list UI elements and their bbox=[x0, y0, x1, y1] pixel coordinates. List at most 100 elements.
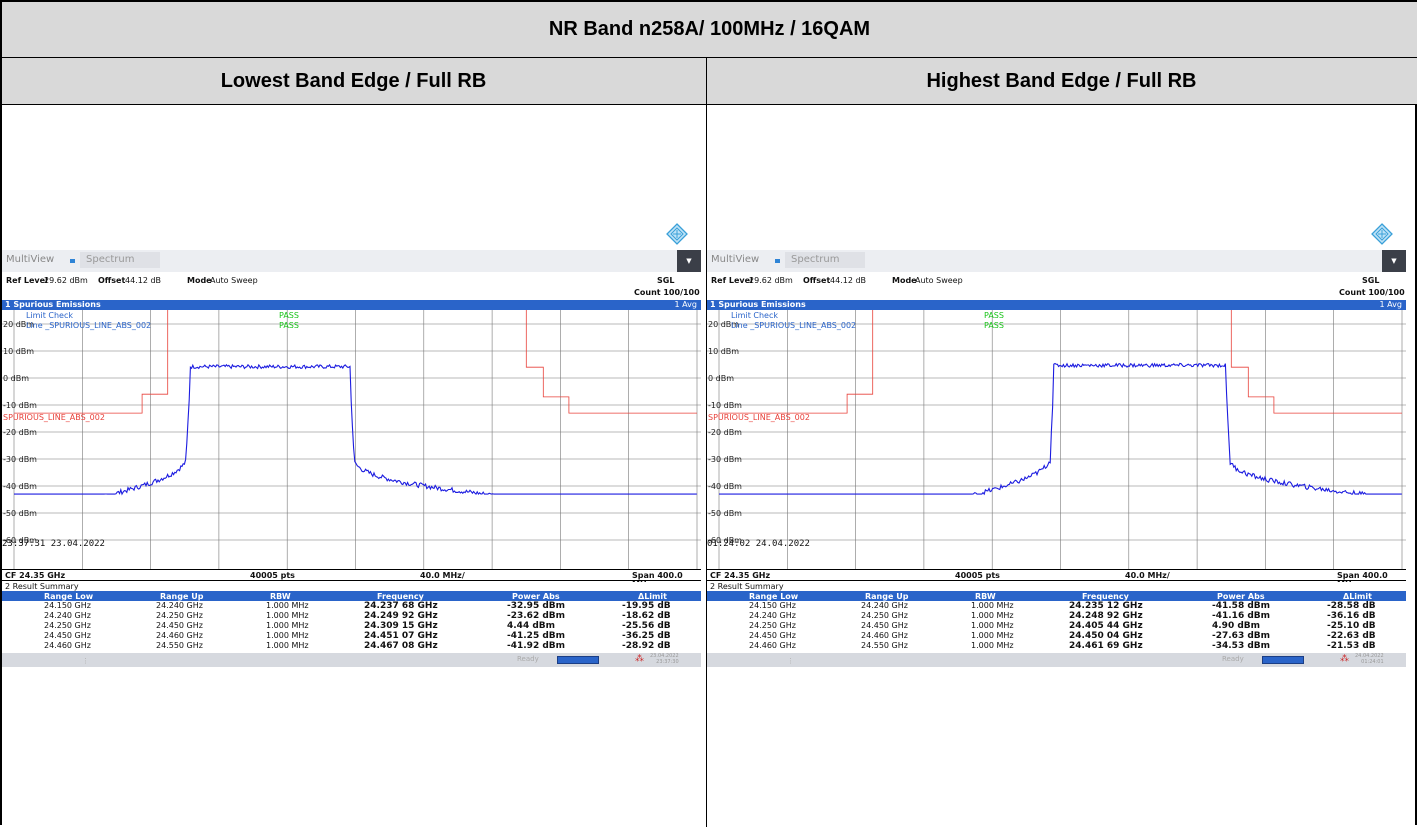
spectrum-trace bbox=[719, 362, 1402, 496]
multiview-label[interactable]: MultiView bbox=[6, 254, 55, 265]
pass-label: PASS bbox=[984, 321, 1004, 330]
status-time: 23:37:30 bbox=[656, 659, 679, 665]
table-row: 24.450 GHz 24.460 GHz 1.000 MHz 24.451 07 G… bbox=[2, 631, 701, 641]
limit-check-label: Limit Check bbox=[26, 311, 73, 320]
cell-frequency: 24.309 15 GHz bbox=[364, 621, 438, 631]
cell-range-up: 24.450 GHz bbox=[156, 621, 203, 630]
col-range-low: Range Low bbox=[44, 592, 94, 601]
y-tick-label: -30 dBm bbox=[3, 455, 37, 464]
y-tick-label: 0 dBm bbox=[3, 374, 29, 383]
multiview-indicator-icon bbox=[775, 259, 780, 263]
chevron-down-icon[interactable]: ▼ bbox=[1382, 250, 1406, 272]
sweep-count: Count 100/100 bbox=[1339, 288, 1405, 297]
ref-level-label: Ref Level bbox=[6, 276, 48, 285]
pass-label: PASS bbox=[984, 311, 1004, 320]
offset-label: Offset bbox=[98, 276, 126, 285]
cell-power-abs: -41.58 dBm bbox=[1212, 601, 1271, 611]
cell-rbw: 1.000 MHz bbox=[971, 611, 1014, 620]
limit-line-label: Line _SPURIOUS_LINE_ABS_002 bbox=[731, 321, 856, 330]
window-title: 1 Spurious Emissions bbox=[710, 300, 806, 309]
status-date: 24.04.2022 bbox=[1355, 653, 1384, 659]
cell-range-low: 24.250 GHz bbox=[749, 621, 796, 630]
plot-footer: CF 24.35 GHz 40005 pts 40.0 MHz/ Span 40… bbox=[707, 569, 1406, 589]
cell-rbw: 1.000 MHz bbox=[266, 611, 309, 620]
col-power-abs: Power Abs bbox=[1217, 592, 1265, 601]
cell-delta-limit: -28.92 dB bbox=[622, 641, 671, 651]
offset-label: Offset bbox=[803, 276, 831, 285]
col-range-up: Range Up bbox=[160, 592, 204, 601]
pass-label: PASS bbox=[279, 311, 299, 320]
cell-rbw: 1.000 MHz bbox=[971, 631, 1014, 640]
offset-value: 44.12 dB bbox=[125, 276, 162, 285]
cell-range-up: 24.460 GHz bbox=[861, 631, 908, 640]
pass-label: PASS bbox=[279, 321, 299, 330]
panel-lowest: MultiView Spectrum ▼ Ref Level 29.62 dBm… bbox=[2, 103, 701, 825]
settings-bar: Ref Level 29.62 dBm Offset 44.12 dB Mode… bbox=[2, 272, 701, 300]
cell-frequency: 24.405 44 GHz bbox=[1069, 621, 1143, 631]
cell-power-abs: -41.16 dBm bbox=[1212, 611, 1271, 621]
cell-frequency: 24.451 07 GHz bbox=[364, 631, 438, 641]
progress-bar bbox=[1262, 656, 1304, 664]
mode-label: Mode bbox=[892, 276, 917, 285]
y-tick-label: -40 dBm bbox=[3, 482, 37, 491]
rohde-schwarz-logo-icon bbox=[1371, 223, 1393, 245]
cell-range-low: 24.460 GHz bbox=[749, 641, 796, 650]
cell-delta-limit: -25.10 dB bbox=[1327, 621, 1376, 631]
center-frequency: CF 24.35 GHz bbox=[710, 571, 771, 580]
multiview-label[interactable]: MultiView bbox=[711, 254, 760, 265]
capture-timestamp: 01:24:02 24.04.2022 bbox=[707, 539, 810, 549]
result-summary-label: 2 Result Summary bbox=[710, 582, 784, 591]
col-frequency: Frequency bbox=[377, 592, 424, 601]
col-frequency: Frequency bbox=[1082, 592, 1129, 601]
y-tick-label: 0 dBm bbox=[708, 374, 734, 383]
table-row: 24.460 GHz 24.550 GHz 1.000 MHz 24.467 08 G… bbox=[2, 641, 701, 651]
freq-per-div: 40.0 MHz/ bbox=[1125, 571, 1170, 580]
cell-power-abs: -27.63 dBm bbox=[1212, 631, 1271, 641]
spectrum-tab[interactable]: Spectrum bbox=[785, 252, 865, 268]
sweep-count: Count 100/100 bbox=[634, 288, 700, 297]
y-tick-label: 10 dBm bbox=[3, 347, 34, 356]
y-tick-label: -50 dBm bbox=[3, 509, 37, 518]
cell-delta-limit: -36.25 dB bbox=[622, 631, 671, 641]
spectrum-tab[interactable]: Spectrum bbox=[80, 252, 160, 268]
cell-power-abs: 4.44 dBm bbox=[507, 621, 556, 631]
spectrum-plot: 20 dBm 10 dBm 0 dBm -10 dBm -20 dBm -30 dBm -4… bbox=[2, 310, 701, 569]
chevron-down-icon[interactable]: ▼ bbox=[677, 250, 701, 272]
cell-range-low: 24.240 GHz bbox=[44, 611, 91, 620]
progress-bar bbox=[557, 656, 599, 664]
cell-range-up: 24.250 GHz bbox=[156, 611, 203, 620]
freq-per-div: 40.0 MHz/ bbox=[420, 571, 465, 580]
cell-power-abs: -32.95 dBm bbox=[507, 601, 566, 611]
table-row: 24.250 GHz 24.450 GHz 1.000 MHz 24.405 44 G… bbox=[707, 621, 1406, 631]
center-frequency: CF 24.35 GHz bbox=[5, 571, 66, 580]
table-row: 24.240 GHz 24.250 GHz 1.000 MHz 24.248 92 G… bbox=[707, 611, 1406, 621]
cell-frequency: 24.467 08 GHz bbox=[364, 641, 438, 651]
heading-highest: Highest Band Edge / Full RB bbox=[926, 69, 1197, 92]
y-tick-label: -10 dBm bbox=[3, 401, 37, 410]
status-bar: ⋮ Ready ⁂ 23.04.2022 23:37:30 bbox=[2, 653, 701, 667]
status-dots: ⋮ bbox=[82, 657, 89, 665]
result-summary-label: 2 Result Summary bbox=[5, 582, 79, 591]
y-tick-label: -20 dBm bbox=[3, 428, 37, 437]
cell-delta-limit: -19.95 dB bbox=[622, 601, 671, 611]
col-rbw: RBW bbox=[975, 592, 996, 601]
analyzer-screenshot: MultiView Spectrum ▼ Ref Level 29.62 dBm… bbox=[2, 250, 701, 691]
col-range-up: Range Up bbox=[865, 592, 909, 601]
analyzer-titlebar: MultiView Spectrum ▼ bbox=[707, 250, 1406, 272]
cell-range-up: 24.550 GHz bbox=[861, 641, 908, 650]
status-timestamp: 23.04.2022 23:37:30 bbox=[650, 653, 679, 665]
plot-footer: CF 24.35 GHz 40005 pts 40.0 MHz/ Span 40… bbox=[2, 569, 701, 589]
spectrum-trace bbox=[14, 363, 697, 496]
mode-value: Auto Sweep bbox=[210, 276, 258, 285]
col-delta-limit: ΔLimit bbox=[1343, 592, 1372, 601]
limit-line bbox=[719, 310, 1402, 414]
result-summary-header: Range Low Range Up RBW Frequency Power A… bbox=[2, 592, 701, 601]
settings-bar: Ref Level 29.62 dBm Offset 44.12 dB Mode… bbox=[707, 272, 1406, 300]
y-tick-label: -50 dBm bbox=[708, 509, 742, 518]
sgl-label: SGL bbox=[1362, 276, 1380, 285]
warning-icon: ⁂ bbox=[635, 654, 644, 664]
cell-range-low: 24.450 GHz bbox=[749, 631, 796, 640]
cell-frequency: 24.235 12 GHz bbox=[1069, 601, 1143, 611]
cell-range-low: 24.450 GHz bbox=[44, 631, 91, 640]
